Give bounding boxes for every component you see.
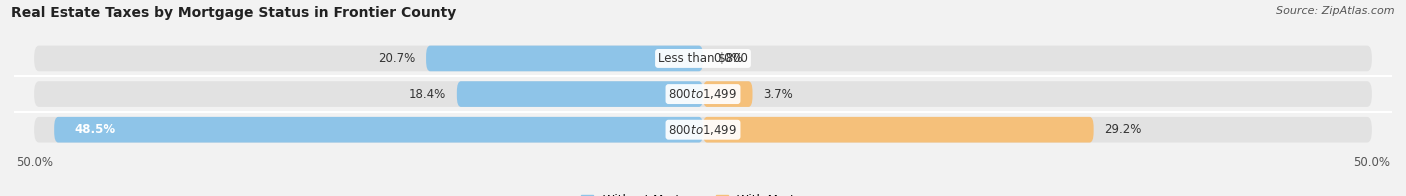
Text: $800 to $1,499: $800 to $1,499 [668, 87, 738, 101]
FancyBboxPatch shape [55, 117, 703, 142]
Text: Source: ZipAtlas.com: Source: ZipAtlas.com [1277, 6, 1395, 16]
FancyBboxPatch shape [703, 81, 752, 107]
FancyBboxPatch shape [457, 81, 703, 107]
Text: Real Estate Taxes by Mortgage Status in Frontier County: Real Estate Taxes by Mortgage Status in … [11, 6, 457, 20]
Text: Less than $800: Less than $800 [658, 52, 748, 65]
FancyBboxPatch shape [34, 117, 1372, 142]
FancyBboxPatch shape [426, 46, 703, 71]
Text: 20.7%: 20.7% [378, 52, 415, 65]
Text: 0.0%: 0.0% [714, 52, 744, 65]
Text: 18.4%: 18.4% [409, 88, 446, 101]
Legend: Without Mortgage, With Mortgage: Without Mortgage, With Mortgage [576, 189, 830, 196]
Text: 3.7%: 3.7% [763, 88, 793, 101]
Text: 29.2%: 29.2% [1104, 123, 1142, 136]
FancyBboxPatch shape [34, 81, 1372, 107]
FancyBboxPatch shape [703, 117, 1094, 142]
FancyBboxPatch shape [34, 46, 1372, 71]
Text: $800 to $1,499: $800 to $1,499 [668, 123, 738, 137]
Text: 48.5%: 48.5% [75, 123, 115, 136]
